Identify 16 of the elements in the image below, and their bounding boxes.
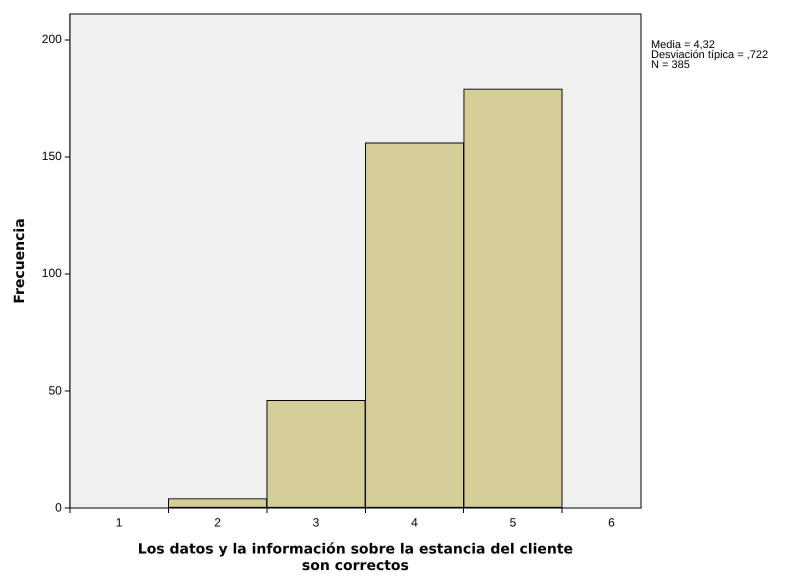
x-axis-title: Los datos y la información sobre la estancia del cliente son correctos <box>138 541 574 574</box>
x-tick-label: 2 <box>214 516 222 530</box>
y-tick-label: 50 <box>48 383 62 398</box>
x-tick-label: 6 <box>608 516 616 530</box>
text: Media = 4,32 <box>651 39 715 51</box>
x-tick-label: 4 <box>411 516 418 530</box>
x-tick-label: 5 <box>510 516 517 530</box>
x-tick-label: 1 <box>116 516 123 530</box>
y-tick-label: 200 <box>42 32 62 46</box>
y-tick-label: 0 <box>55 500 62 514</box>
y-axis-title: Frecuencia <box>12 218 28 304</box>
y-tick-label: 150 <box>42 149 62 164</box>
text: N = 385 <box>651 59 691 71</box>
text: Desviación típica = ,722 <box>651 49 768 61</box>
x-tick-label: 3 <box>312 516 320 530</box>
y-tick-label: 100 <box>42 266 62 280</box>
